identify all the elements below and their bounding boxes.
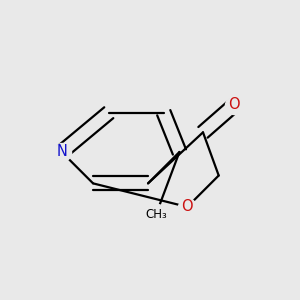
Text: O: O — [182, 200, 193, 214]
Text: CH₃: CH₃ — [145, 208, 167, 221]
Text: O: O — [229, 98, 240, 112]
Text: N: N — [56, 145, 67, 160]
